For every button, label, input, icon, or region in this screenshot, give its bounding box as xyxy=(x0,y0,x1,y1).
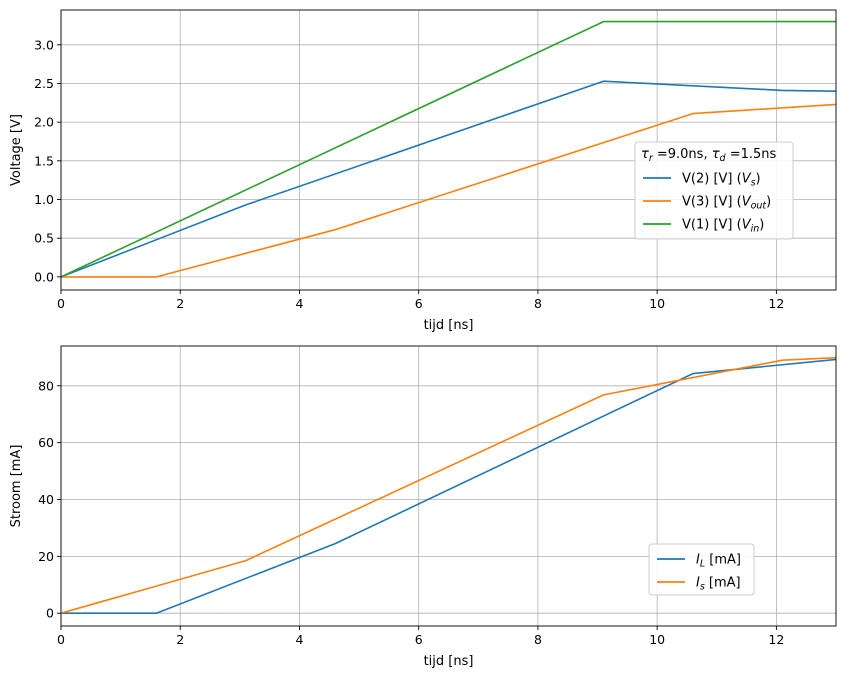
legend-title: τr =9.0ns, τd =1.5ns xyxy=(641,147,777,164)
y-axis-label: Voltage [V] xyxy=(9,114,24,186)
y-tick-label: 3.0 xyxy=(34,37,54,52)
x-tick-label: 4 xyxy=(295,632,303,647)
legend: τr =9.0ns, τd =1.5ns V(2) [V] (Vs) V(3) [V… xyxy=(634,141,794,240)
y-tick-label: 2.0 xyxy=(34,115,54,130)
x-tick-label: 2 xyxy=(176,296,184,311)
y-axis-label: Stroom [mA] xyxy=(9,445,24,528)
y-tick-label: 20 xyxy=(38,549,54,564)
x-tick-label: 10 xyxy=(649,632,665,647)
y-tick-label: 0.5 xyxy=(34,231,54,246)
y-tick-label: 80 xyxy=(38,378,54,393)
legend-label-1: V(2) [V] (Vs) xyxy=(682,172,761,189)
y-tick-label: 1.0 xyxy=(34,192,54,207)
y-tick-label: 60 xyxy=(38,435,54,450)
chart-panel-1: 0 2 4 6 8 10 12 0.0 0.5 1.0 1.5 2.0 2.5 3.0 tijd [ns] V… xyxy=(9,9,837,333)
series-line-1 xyxy=(60,80,837,278)
legend-label-3: V(1) [V] (Vin) xyxy=(682,218,764,235)
legend-label-2: V(3) [V] (Vout) xyxy=(682,195,771,212)
y-tick-label: 40 xyxy=(38,492,54,507)
x-tick-label: 0 xyxy=(57,296,65,311)
x-tick-label: 10 xyxy=(649,296,665,311)
series-line-3 xyxy=(60,20,836,278)
plot-frame xyxy=(60,9,837,291)
x-tick-label: 2 xyxy=(176,632,184,647)
x-tick-label: 6 xyxy=(415,632,423,647)
x-tick-label: 12 xyxy=(768,296,784,311)
x-tick-label: 4 xyxy=(295,296,303,311)
legend-label-1: IL [mA] xyxy=(696,553,741,570)
x-tick-label: 12 xyxy=(768,632,784,647)
legend: IL [mA] Is [mA] xyxy=(648,543,755,596)
x-tick-label: 8 xyxy=(534,632,542,647)
y-tick-label: 1.5 xyxy=(34,153,54,168)
legend-label-2: Is [mA] xyxy=(696,576,741,593)
y-tick-label: 2.5 xyxy=(34,76,54,91)
series-line-2 xyxy=(61,103,837,278)
x-tick-label: 0 xyxy=(57,632,65,647)
y-tick-label: 0 xyxy=(46,606,54,621)
chart-panel-2: 0 2 4 6 8 10 12 0 20 40 60 80 tijd [ns] Stroom [mA] IL… xyxy=(9,345,837,669)
series-line-2 xyxy=(60,356,837,614)
plot-frame xyxy=(60,345,837,627)
y-tick-label: 0.0 xyxy=(34,269,54,284)
x-axis-label: tijd [ns] xyxy=(424,318,474,333)
x-axis-label: tijd [ns] xyxy=(424,654,474,669)
x-tick-label: 6 xyxy=(415,296,423,311)
x-tick-label: 8 xyxy=(534,296,542,311)
legend-box xyxy=(634,141,794,240)
